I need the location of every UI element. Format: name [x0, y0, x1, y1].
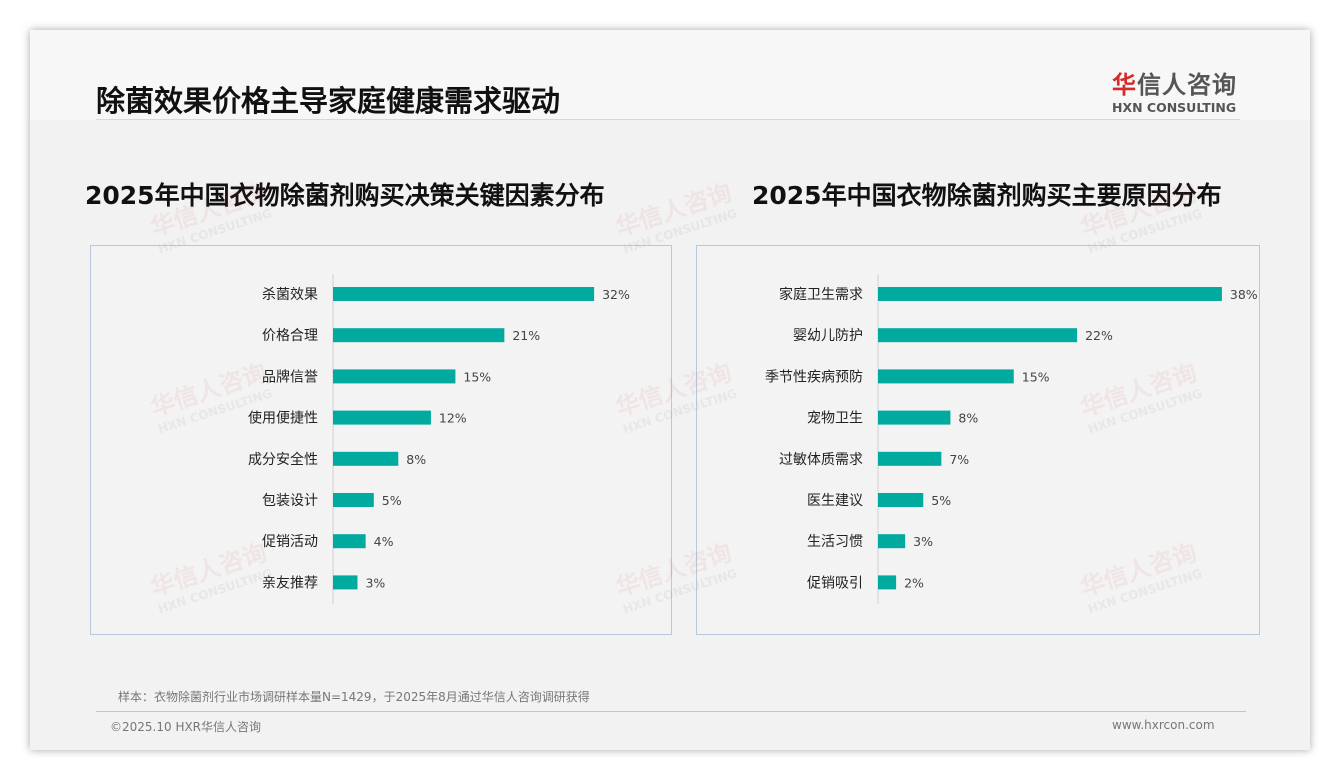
data-label: 22%	[1085, 328, 1113, 343]
bar	[878, 410, 951, 425]
category-label: 价格合理	[262, 328, 318, 344]
bar	[333, 493, 374, 507]
data-label: 3%	[913, 534, 933, 549]
data-label: 32%	[602, 287, 630, 302]
category-label: 包装设计	[262, 493, 318, 509]
bar	[878, 369, 1014, 384]
category-label: 过敏体质需求	[779, 452, 863, 468]
bar	[878, 575, 897, 590]
data-label: 12%	[439, 411, 467, 426]
data-label: 5%	[382, 493, 402, 508]
bar	[878, 451, 942, 466]
bar	[878, 493, 924, 507]
header-divider	[96, 119, 1240, 120]
category-label: 杀菌效果	[262, 287, 318, 303]
category-label: 亲友推荐	[262, 575, 318, 591]
bar	[878, 287, 1222, 301]
category-label: 促销吸引	[807, 575, 863, 591]
bar	[333, 575, 358, 590]
page-title: 除菌效果价格主导家庭健康需求驱动	[96, 84, 561, 118]
data-label: 38%	[1230, 287, 1258, 302]
bar	[333, 451, 399, 466]
category-label: 成分安全性	[248, 451, 318, 468]
data-label: 5%	[931, 493, 951, 508]
data-label: 21%	[512, 328, 540, 343]
bar-chart-left: 杀菌效果 32% 价格合理 21% 品牌信誉 15% 使用便捷性 12% 成分安全性 8% 包装设计…	[248, 274, 630, 604]
website-link[interactable]: www.hxrcon.com	[1112, 718, 1215, 732]
sample-note: 样本：衣物除菌剂行业市场调研样本量N=1429，于2025年8月通过华信人咨询调…	[118, 690, 590, 704]
slide: 除菌效果价格主导家庭健康需求驱动 华信人咨询 HXN CONSULTING 20…	[30, 30, 1310, 750]
category-label: 宠物卫生	[807, 411, 863, 427]
bar	[878, 534, 906, 549]
bar	[333, 410, 431, 425]
category-label: 生活习惯	[807, 533, 863, 550]
data-label: 15%	[1022, 369, 1050, 384]
bar-chart-right: 家庭卫生需求 38% 婴幼儿防护 22% 季节性疾病预防 15% 宠物卫生 8% 过敏体质需求 7…	[765, 274, 1258, 604]
category-label: 季节性疾病预防	[765, 369, 863, 385]
footer-divider	[96, 711, 1246, 712]
bar	[333, 534, 366, 549]
chart-title-left: 2025年中国衣物除菌剂购买决策关键因素分布	[85, 181, 605, 210]
data-label: 2%	[904, 575, 924, 590]
data-label: 4%	[374, 534, 394, 549]
bar	[878, 328, 1078, 343]
category-label: 家庭卫生需求	[779, 286, 863, 303]
bar	[333, 369, 456, 384]
copyright: ©2025.10 HXR华信人咨询	[110, 720, 262, 734]
category-label: 使用便捷性	[248, 410, 318, 427]
data-label: 3%	[365, 575, 385, 590]
data-label: 8%	[958, 411, 978, 426]
category-label: 医生建议	[807, 493, 863, 509]
chart-title-right: 2025年中国衣物除菌剂购买主要原因分布	[752, 181, 1222, 210]
header-band	[30, 30, 1310, 120]
data-label: 8%	[406, 452, 426, 467]
brand-logo: 华信人咨询 HXN CONSULTING	[1112, 71, 1237, 115]
chart-panel-right: 家庭卫生需求 38% 婴幼儿防护 22% 季节性疾病预防 15% 宠物卫生 8% 过敏体质需求 7…	[696, 245, 1260, 635]
chart-panel-left: 杀菌效果 32% 价格合理 21% 品牌信誉 15% 使用便捷性 12% 成分安全性 8% 包装设计…	[90, 245, 672, 635]
data-label: 7%	[949, 452, 969, 467]
category-label: 品牌信誉	[262, 368, 318, 385]
category-label: 促销活动	[262, 534, 318, 550]
category-label: 婴幼儿防护	[793, 328, 863, 344]
bar	[333, 287, 595, 301]
bar	[333, 328, 505, 343]
data-label: 15%	[463, 369, 491, 384]
